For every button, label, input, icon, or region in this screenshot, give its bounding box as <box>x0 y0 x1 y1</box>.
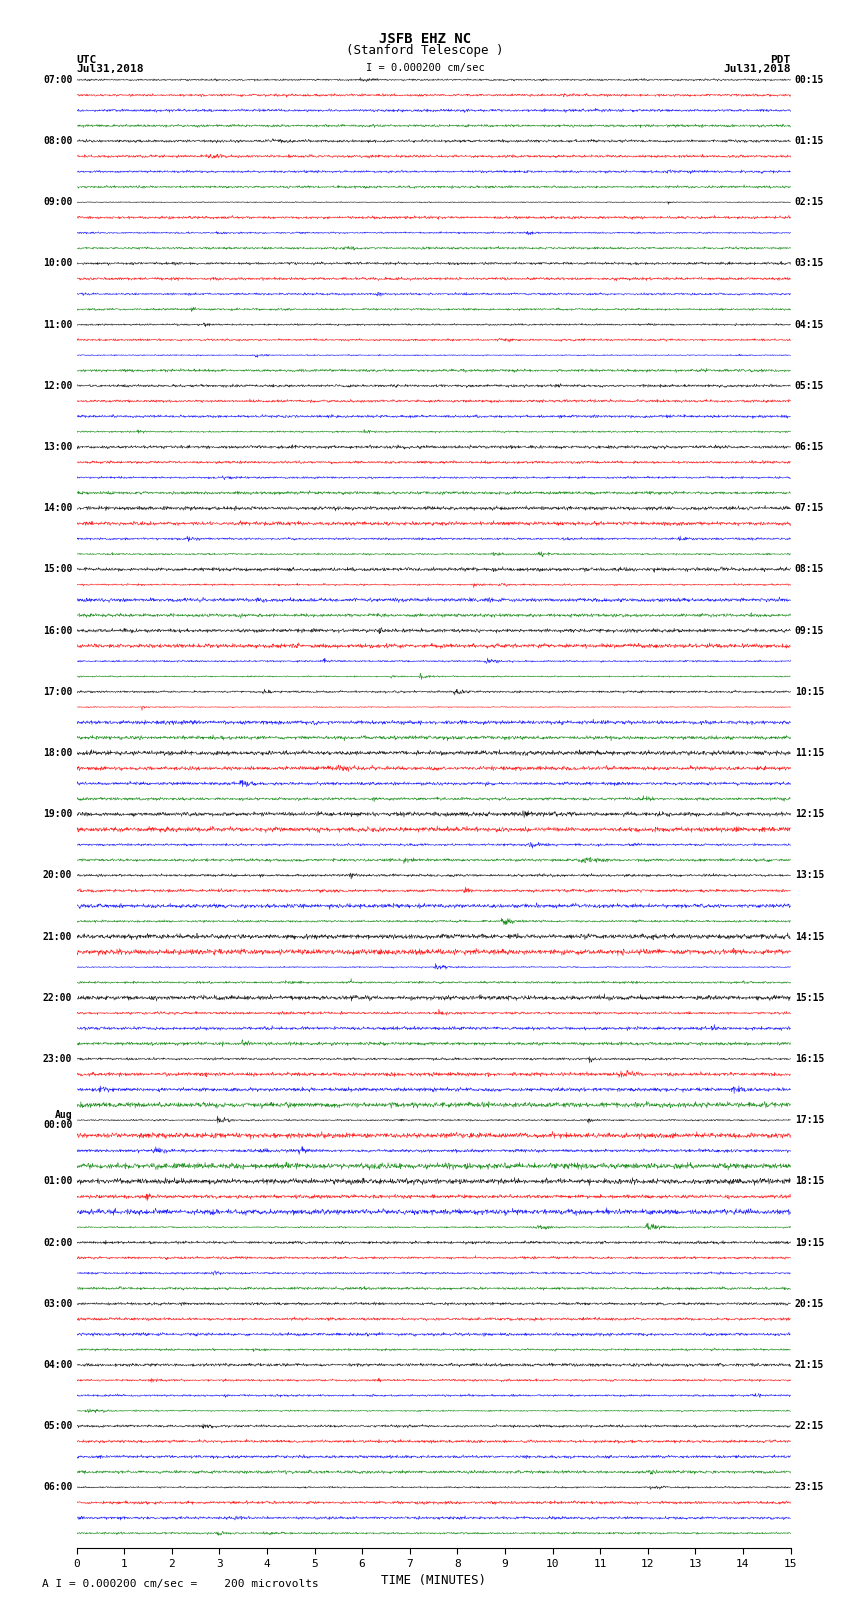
Text: 19:15: 19:15 <box>795 1237 824 1247</box>
Text: 03:15: 03:15 <box>795 258 824 268</box>
Text: 23:15: 23:15 <box>795 1482 824 1492</box>
Text: 16:00: 16:00 <box>42 626 72 636</box>
Text: UTC: UTC <box>76 55 97 65</box>
Text: I = 0.000200 cm/sec: I = 0.000200 cm/sec <box>366 63 484 73</box>
Text: (Stanford Telescope ): (Stanford Telescope ) <box>346 44 504 56</box>
Text: 21:15: 21:15 <box>795 1360 824 1369</box>
Text: 20:00: 20:00 <box>42 871 72 881</box>
Text: 04:15: 04:15 <box>795 319 824 329</box>
Text: PDT: PDT <box>770 55 790 65</box>
Text: 11:00: 11:00 <box>42 319 72 329</box>
Text: 18:15: 18:15 <box>795 1176 824 1186</box>
Text: 11:15: 11:15 <box>795 748 824 758</box>
Text: 03:00: 03:00 <box>42 1298 72 1308</box>
Text: 12:15: 12:15 <box>795 810 824 819</box>
X-axis label: TIME (MINUTES): TIME (MINUTES) <box>381 1574 486 1587</box>
Text: 14:00: 14:00 <box>42 503 72 513</box>
Text: 22:15: 22:15 <box>795 1421 824 1431</box>
Text: 14:15: 14:15 <box>795 932 824 942</box>
Text: 08:00: 08:00 <box>42 135 72 147</box>
Text: 15:00: 15:00 <box>42 565 72 574</box>
Text: 05:00: 05:00 <box>42 1421 72 1431</box>
Text: 12:00: 12:00 <box>42 381 72 390</box>
Text: 02:00: 02:00 <box>42 1237 72 1247</box>
Text: A I = 0.000200 cm/sec =    200 microvolts: A I = 0.000200 cm/sec = 200 microvolts <box>42 1579 320 1589</box>
Text: 17:15: 17:15 <box>795 1115 824 1126</box>
Text: 23:00: 23:00 <box>42 1053 72 1065</box>
Text: 04:00: 04:00 <box>42 1360 72 1369</box>
Text: 07:00: 07:00 <box>42 74 72 85</box>
Text: 01:00: 01:00 <box>42 1176 72 1186</box>
Text: 16:15: 16:15 <box>795 1053 824 1065</box>
Text: 13:15: 13:15 <box>795 871 824 881</box>
Text: 20:15: 20:15 <box>795 1298 824 1308</box>
Text: Jul31,2018: Jul31,2018 <box>723 65 791 74</box>
Text: 06:15: 06:15 <box>795 442 824 452</box>
Text: 10:15: 10:15 <box>795 687 824 697</box>
Text: 15:15: 15:15 <box>795 992 824 1003</box>
Text: 17:00: 17:00 <box>42 687 72 697</box>
Text: Jul31,2018: Jul31,2018 <box>76 65 144 74</box>
Text: 01:15: 01:15 <box>795 135 824 147</box>
Text: 22:00: 22:00 <box>42 992 72 1003</box>
Text: 10:00: 10:00 <box>42 258 72 268</box>
Text: 06:00: 06:00 <box>42 1482 72 1492</box>
Text: 07:15: 07:15 <box>795 503 824 513</box>
Text: 18:00: 18:00 <box>42 748 72 758</box>
Text: 02:15: 02:15 <box>795 197 824 206</box>
Text: 00:15: 00:15 <box>795 74 824 85</box>
Text: 09:00: 09:00 <box>42 197 72 206</box>
Text: 21:00: 21:00 <box>42 932 72 942</box>
Text: 00:00: 00:00 <box>42 1119 72 1131</box>
Text: 19:00: 19:00 <box>42 810 72 819</box>
Text: 05:15: 05:15 <box>795 381 824 390</box>
Text: 08:15: 08:15 <box>795 565 824 574</box>
Text: 09:15: 09:15 <box>795 626 824 636</box>
Text: JSFB EHZ NC: JSFB EHZ NC <box>379 32 471 45</box>
Text: Aug: Aug <box>54 1110 72 1121</box>
Text: 13:00: 13:00 <box>42 442 72 452</box>
